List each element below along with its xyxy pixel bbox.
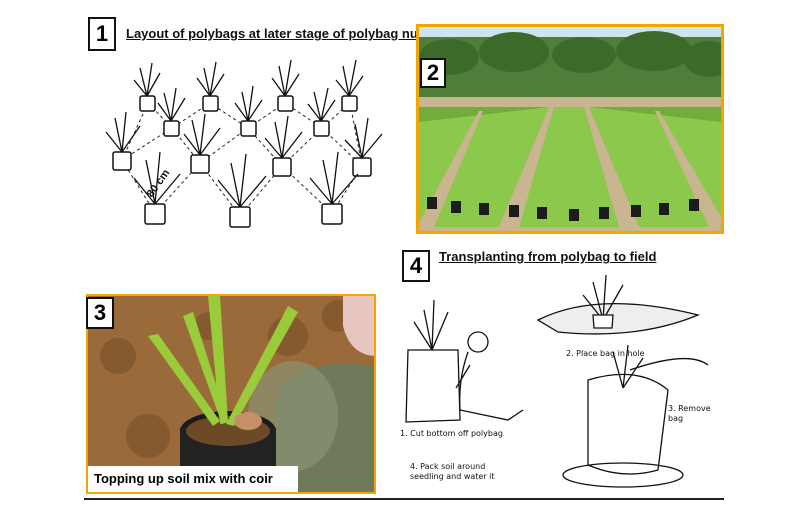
step-2-caption: 2. Place bag in hole: [566, 349, 645, 358]
soil-topping-photo: [86, 294, 376, 494]
panel-4-title: Transplanting from polybag to field: [439, 249, 657, 264]
bottom-rule: [84, 498, 724, 500]
step-1-caption: 1. Cut bottom off polybag: [400, 429, 503, 438]
panel-number-3: 3: [86, 297, 114, 329]
polybag-layout-diagram: 80 cm: [105, 59, 383, 228]
panel-number-4: 4: [402, 250, 430, 282]
panel-1-title: Layout of polybags at later stage of pol…: [126, 26, 450, 41]
step-4-caption: 4. Pack soil around seedling and water i…: [410, 462, 495, 481]
seedling-1: [139, 95, 156, 112]
step-3-caption: 3. Remove bag: [668, 404, 711, 423]
panel-number-2: 2: [420, 58, 446, 88]
panel-number-1: 1: [88, 17, 116, 51]
panel-3-caption: Topping up soil mix with coir: [88, 466, 298, 492]
nursery-photo: [416, 24, 724, 234]
transplant-illustration: [405, 274, 709, 488]
